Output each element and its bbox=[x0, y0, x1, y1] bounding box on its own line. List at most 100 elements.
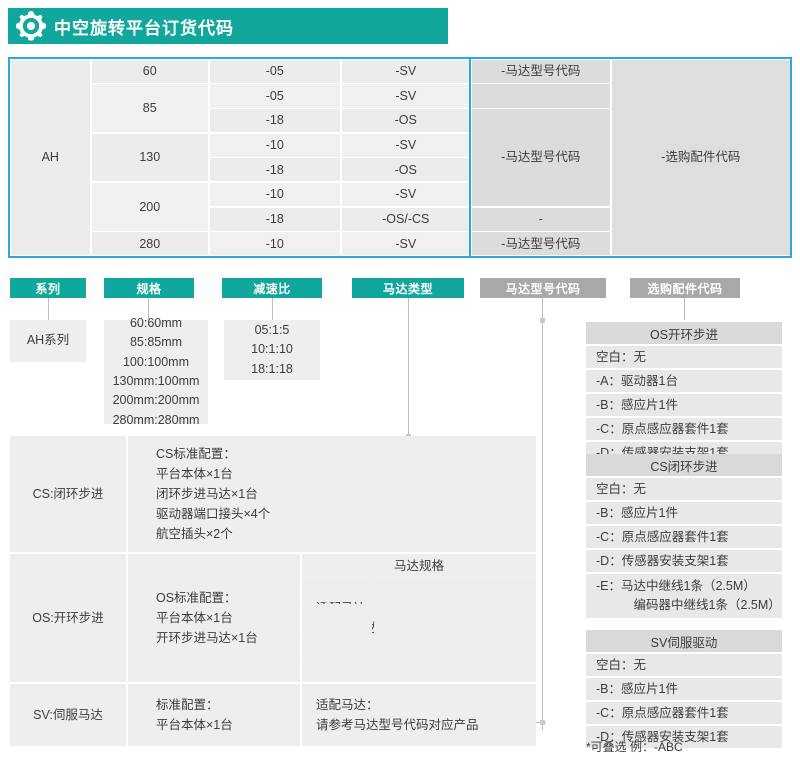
option-box-title: SV伺服驱动 bbox=[586, 630, 782, 652]
motor-spec-blank-cell-left bbox=[302, 636, 372, 658]
motor-spec-blank-cell-right bbox=[374, 660, 536, 680]
series-panel: AH系列 bbox=[10, 320, 86, 362]
config-type-cell: OS:开环步进 bbox=[10, 554, 126, 682]
config-type-cell: CS:闭环步进 bbox=[10, 436, 126, 552]
page-title: 中空旋转平台订货代码 bbox=[54, 18, 234, 38]
config-type-cell-text: SV:伺服马达 bbox=[33, 708, 103, 722]
connector-spec bbox=[148, 298, 149, 320]
connector-series bbox=[48, 298, 49, 320]
order-table-blue-divider bbox=[469, 57, 471, 258]
option-box-title: OS开环步进 bbox=[586, 322, 782, 344]
legend-tab-5[interactable]: 马达型号代码 bbox=[480, 278, 606, 298]
connector-accessory bbox=[684, 298, 685, 320]
order-cell-ratio: -18 bbox=[209, 109, 340, 133]
connector-motor-code bbox=[542, 298, 543, 730]
order-cell-motor-code: -马达型号代码 bbox=[471, 232, 610, 256]
option-row[interactable]: 空白：无 bbox=[586, 478, 782, 500]
order-cell-motor-code bbox=[471, 84, 610, 108]
connector-motor-type bbox=[408, 298, 409, 436]
connector-ratio bbox=[272, 298, 273, 320]
spec-panel: 60:60mm 85:85mm 100:100mm 130mm:100mm 20… bbox=[104, 316, 208, 427]
motor-spec-blank-cell-left bbox=[302, 660, 372, 680]
legend-tab-4[interactable]: 马达类型 bbox=[352, 278, 464, 298]
legend-tab-label: 马达型号代码 bbox=[505, 281, 581, 296]
option-box-3: SV伺服驱动 空白：无 -B：感应片1件 -C：原点感应器套件1套 -D：传感器安装支架… bbox=[586, 630, 782, 748]
gear-icon bbox=[16, 11, 46, 41]
order-cell-motor-type: -SV bbox=[341, 133, 470, 157]
option-row[interactable]: -B：感应片1件 bbox=[586, 502, 782, 524]
motor-spec-header-text: 马达规格 bbox=[393, 559, 444, 573]
footnote: *可叠选 例：-ABC bbox=[586, 740, 683, 754]
config-detail-cell: CS标准配置： 平台本体×1台 闭环步进马达×1台 驱动器端口接头×4个 航空插… bbox=[128, 436, 536, 552]
config-detail-cell-text: CS标准配置： 平台本体×1台 闭环步进马达×1台 驱动器端口接头×4个 航空插… bbox=[156, 447, 271, 541]
order-cell-size: 130 bbox=[91, 133, 208, 182]
option-row[interactable]: -C：原点感应器套件1套 bbox=[586, 702, 782, 724]
option-row[interactable]: -E：马达中继线1条（2.5M） 编码器中继线1条（2.5M） bbox=[586, 574, 782, 618]
motor-spec-blank-cell-left bbox=[302, 580, 372, 602]
ratio-panel-text: 05:1:5 10:1:10 18:1:18 bbox=[251, 322, 293, 376]
legend-tab-label: 选购配件代码 bbox=[647, 281, 723, 296]
legend-tab-1[interactable]: 系列 bbox=[10, 278, 86, 298]
order-cell-ratio: -10 bbox=[209, 133, 340, 157]
order-cell-motor-type: -SV bbox=[341, 59, 470, 83]
option-row[interactable]: -D：传感器安装支架1套 bbox=[586, 550, 782, 572]
order-cell-series: AH bbox=[11, 60, 90, 255]
option-row[interactable]: -C：原点感应器套件1套 bbox=[586, 418, 782, 440]
order-cell-ratio: -10 bbox=[209, 182, 340, 206]
legend-tab-3[interactable]: 减速比 bbox=[222, 278, 322, 298]
legend-tab-label: 规格 bbox=[136, 281, 162, 296]
legend-tab-label: 马达类型 bbox=[382, 281, 433, 296]
legend-tab-label: 减速比 bbox=[253, 281, 291, 296]
page-header-banner: 中空旋转平台订货代码 bbox=[8, 8, 448, 44]
order-cell-motor-code: -马达型号代码 bbox=[471, 109, 610, 206]
connector-dot-adapt-right bbox=[540, 720, 545, 725]
order-cell-motor-type: -OS/-CS bbox=[341, 207, 470, 231]
motor-spec-blank-cell-right bbox=[374, 580, 536, 602]
order-cell-motor-code: - bbox=[471, 207, 610, 231]
order-cell-motor-type: -OS bbox=[341, 158, 470, 182]
order-cell-motor-type: -OS bbox=[341, 109, 470, 133]
config-type-cell-text: OS:开环步进 bbox=[32, 611, 104, 625]
order-cell-motor-type: -SV bbox=[341, 84, 470, 108]
spec-panel-text: 60:60mm 85:85mm 100:100mm 130mm:100mm 20… bbox=[112, 315, 200, 427]
order-cell-accessory-code: -选购配件代码 bbox=[611, 60, 790, 255]
config-detail-cell: OS标准配置： 平台本体×1台 开环步进马达×1台 bbox=[128, 554, 300, 682]
order-cell-ratio: -18 bbox=[209, 207, 340, 231]
option-row[interactable]: -C：原点感应器套件1套 bbox=[586, 526, 782, 548]
option-row[interactable]: -D：传感器安装支架1套 bbox=[586, 726, 782, 748]
order-cell-motor-type: -SV bbox=[341, 232, 470, 256]
order-cell-ratio: -05 bbox=[209, 84, 340, 108]
config-detail-cell-text: OS标准配置： 平台本体×1台 开环步进马达×1台 bbox=[156, 591, 258, 645]
option-row[interactable]: -B：感应片1件 bbox=[586, 394, 782, 416]
order-cell-ratio: -18 bbox=[209, 158, 340, 182]
connector-dot-motor-code-top bbox=[540, 318, 545, 323]
order-cell-motor-type: -SV bbox=[341, 182, 470, 206]
order-cell-ratio: -10 bbox=[209, 232, 340, 256]
order-cell-size: 280 bbox=[91, 232, 208, 256]
config-type-cell-text: CS:闭环步进 bbox=[32, 487, 104, 501]
ratio-panel: 05:1:5 10:1:10 18:1:18 bbox=[224, 320, 320, 380]
config-detail-cell-text: 标准配置： 平台本体×1台 bbox=[156, 698, 233, 732]
option-row[interactable]: 空白：无 bbox=[586, 654, 782, 676]
option-box-title: CS闭环步进 bbox=[586, 454, 782, 476]
option-row[interactable]: 空白：无 bbox=[586, 346, 782, 368]
order-code-table: AH 60 85 130 200 280 -05 -SV -05 -SV -18 -OS -10 -SV -… bbox=[8, 57, 792, 258]
order-cell-size: 85 bbox=[91, 84, 208, 133]
order-cell-size: 200 bbox=[91, 182, 208, 231]
config-adapt-cell-text: 适配马达： 请参考马达型号代码对应产品 bbox=[316, 698, 479, 732]
motor-spec-blank-cell-right bbox=[374, 604, 536, 634]
option-row[interactable]: -B：感应片1件 bbox=[586, 678, 782, 700]
legend-tab-6[interactable]: 选购配件代码 bbox=[630, 278, 740, 298]
option-box-2: CS闭环步进 空白：无 -B：感应片1件 -C：原点感应器套件1套 -D：传感器安装支架… bbox=[586, 454, 782, 618]
motor-spec-blank-cell-left bbox=[302, 604, 372, 634]
order-cell-ratio: -05 bbox=[209, 59, 340, 83]
legend-tab-label: 系列 bbox=[35, 281, 61, 296]
legend-tab-2[interactable]: 规格 bbox=[104, 278, 194, 298]
order-cell-motor-code: -马达型号代码 bbox=[471, 59, 610, 83]
option-row[interactable]: -A：驱动器1台 bbox=[586, 370, 782, 392]
config-adapt-cell: 适配马达： 请参考马达型号代码对应产品 bbox=[302, 684, 536, 746]
motor-spec-header: 马达规格 bbox=[302, 554, 536, 578]
config-type-cell: SV:伺服马达 bbox=[10, 684, 126, 746]
motor-spec-blank-cell-right bbox=[374, 636, 536, 658]
option-box-1: OS开环步进 空白：无 -A：驱动器1台 -B：感应片1件 -C：原点感应器套件1套 -D… bbox=[586, 322, 782, 464]
